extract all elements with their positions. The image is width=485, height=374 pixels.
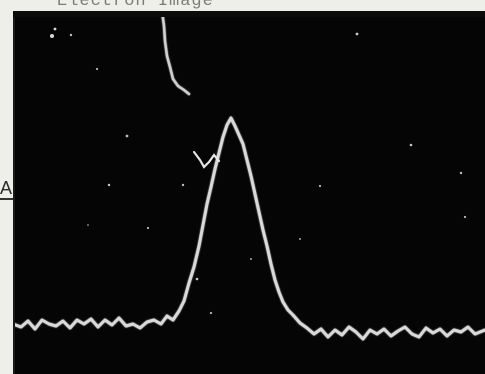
- screen-background: [13, 11, 485, 374]
- oscilloscope-screen: [13, 11, 485, 374]
- photo-caption: Electron Image: [57, 0, 214, 11]
- left-edge-shadow: [13, 11, 15, 374]
- side-marker-label: A: [0, 178, 13, 198]
- bright-artifact: [192, 150, 221, 169]
- dust-specks: [50, 27, 467, 315]
- oscilloscope-trace-canvas: [13, 11, 485, 374]
- signal-trace: [13, 116, 485, 341]
- top-edge-shadow: [13, 11, 485, 17]
- vertical-streak: [160, 11, 191, 96]
- side-marker-line: [0, 198, 14, 200]
